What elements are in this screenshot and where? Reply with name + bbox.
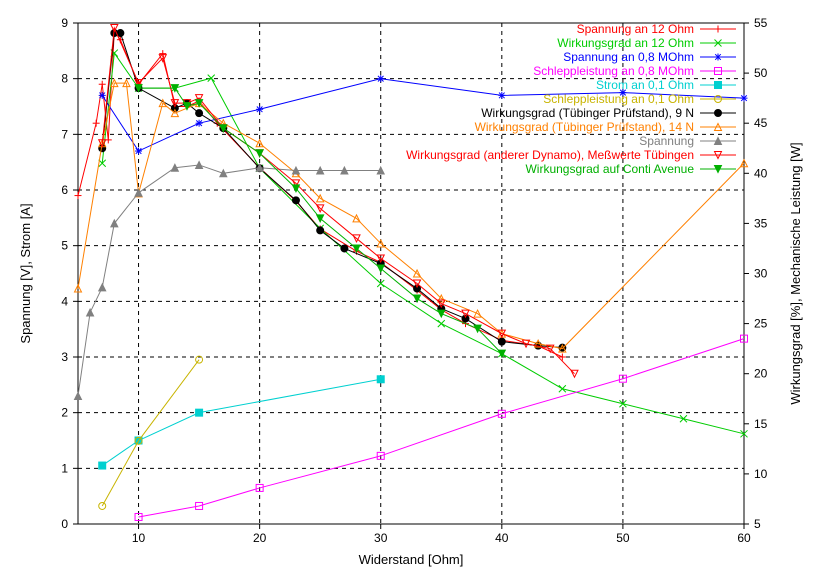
series-s6 — [102, 360, 199, 506]
y2-tick-label: 40 — [754, 166, 768, 180]
series-s7 — [102, 33, 562, 348]
legend-label: Wirkungsgrad (anderer Dynamo), Meßwerte … — [406, 148, 694, 162]
series-s10 — [102, 28, 574, 374]
y1-tick-label: 0 — [61, 517, 68, 531]
y1-tick-label: 6 — [61, 183, 68, 197]
legend-label: Wirkungsgrad an 12 Ohm — [557, 36, 694, 50]
y1-tick-label: 3 — [61, 350, 68, 364]
y2-axis-label: Wirkungsgrad [%], Mechanische Leistung [… — [788, 142, 803, 404]
series-s9 — [78, 165, 381, 396]
y2-tick-label: 30 — [754, 267, 768, 281]
legend-label: Spannung an 12 Ohm — [577, 22, 694, 36]
y1-tick-label: 7 — [61, 127, 68, 141]
y2-tick-label: 45 — [754, 116, 768, 130]
y1-tick-label: 4 — [61, 294, 68, 308]
legend-label: Spannung an 0,8 MOhm — [563, 50, 694, 64]
x-tick-label: 50 — [616, 531, 630, 545]
y2-tick-label: 50 — [754, 66, 768, 80]
legend-label: Wirkungsgrad (Tübinger Prüfstand), 9 N — [481, 106, 694, 120]
x-tick-label: 40 — [495, 531, 509, 545]
x-tick-label: 60 — [737, 531, 751, 545]
y1-axis-label: Spannung [V], Strom [A] — [18, 203, 33, 343]
legend-label: Schleppleistung an 0,8 MOhm — [533, 64, 694, 78]
y2-tick-label: 20 — [754, 367, 768, 381]
y2-tick-label: 35 — [754, 216, 768, 230]
y2-tick-label: 15 — [754, 417, 768, 431]
y2-tick-label: 10 — [754, 467, 768, 481]
y1-tick-label: 9 — [61, 16, 68, 30]
dynamo-efficiency-chart: 1020304050600123456789510152025303540455… — [0, 0, 814, 570]
legend-label: Wirkungsgrad (Tübinger Prüfstand), 14 N — [475, 120, 694, 134]
legend-label: Strom an 0,1 Ohm — [596, 78, 694, 92]
x-axis-label: Widerstand [Ohm] — [359, 552, 464, 567]
legend-label: Spannung — [639, 134, 694, 148]
y1-tick-label: 8 — [61, 72, 68, 86]
legend-label: Wirkungsgrad auf Conti Avenue — [525, 162, 694, 176]
y2-tick-label: 25 — [754, 317, 768, 331]
y1-tick-label: 5 — [61, 239, 68, 253]
series-s5 — [102, 379, 381, 465]
y1-tick-label: 2 — [61, 406, 68, 420]
legend-label: Schleppleistung an 0,1 Ohm — [543, 92, 694, 106]
x-tick-label: 10 — [132, 531, 146, 545]
x-tick-label: 30 — [374, 531, 388, 545]
y2-tick-label: 55 — [754, 16, 768, 30]
y2-tick-label: 5 — [754, 517, 761, 531]
series-s4 — [139, 339, 744, 517]
y1-tick-label: 1 — [61, 461, 68, 475]
x-tick-label: 20 — [253, 531, 267, 545]
